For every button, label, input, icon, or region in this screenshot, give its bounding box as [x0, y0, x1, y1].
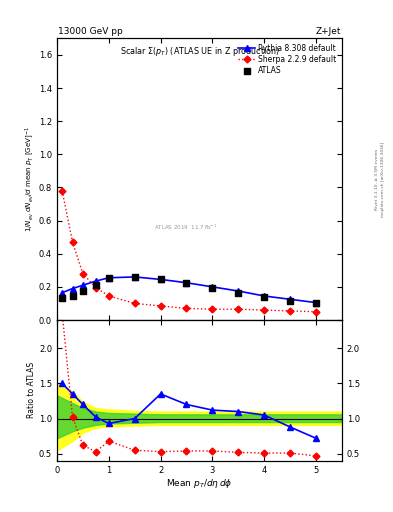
Text: Scalar $\Sigma(p_T)$ (ATLAS UE in Z production): Scalar $\Sigma(p_T)$ (ATLAS UE in Z prod…: [119, 46, 279, 58]
Text: Rivet 3.1.10, ≥ 3.5M events: Rivet 3.1.10, ≥ 3.5M events: [375, 148, 379, 210]
Pythia 8.308 default: [132, 274, 137, 280]
Sherpa 2.2.9 default: [132, 301, 137, 307]
ATLAS: [70, 292, 76, 300]
ATLAS: [287, 297, 293, 305]
Text: mcplots.cern.ch [arXiv:1306.3436]: mcplots.cern.ch [arXiv:1306.3436]: [381, 142, 385, 217]
Sherpa 2.2.9 default: [288, 308, 292, 314]
Pythia 8.308 default: [94, 278, 98, 284]
Pythia 8.308 default: [70, 286, 75, 292]
Sherpa 2.2.9 default: [184, 305, 189, 311]
Legend: Pythia 8.308 default, Sherpa 2.2.9 default, ATLAS: Pythia 8.308 default, Sherpa 2.2.9 defau…: [237, 42, 338, 76]
Y-axis label: Ratio to ATLAS: Ratio to ATLAS: [27, 362, 36, 418]
Sherpa 2.2.9 default: [262, 307, 266, 313]
Text: ATLAS 2019  11.7 fb$^{-1}$: ATLAS 2019 11.7 fb$^{-1}$: [154, 222, 217, 232]
Pythia 8.308 default: [107, 274, 111, 281]
Line: Sherpa 2.2.9 default: Sherpa 2.2.9 default: [60, 188, 318, 314]
Pythia 8.308 default: [314, 300, 318, 306]
ATLAS: [235, 289, 241, 297]
Pythia 8.308 default: [236, 288, 241, 294]
Pythia 8.308 default: [158, 276, 163, 283]
Sherpa 2.2.9 default: [210, 306, 215, 312]
ATLAS: [93, 281, 99, 289]
Y-axis label: $1/N_{ev}$ $dN_{ev}/d$ mean $p_T$ [GeV]$^{-1}$: $1/N_{ev}$ $dN_{ev}/d$ mean $p_T$ [GeV]$…: [23, 126, 36, 232]
X-axis label: Mean $p_T/d\eta\, d\phi$: Mean $p_T/d\eta\, d\phi$: [166, 477, 233, 490]
Sherpa 2.2.9 default: [60, 188, 64, 194]
Sherpa 2.2.9 default: [314, 309, 318, 315]
ATLAS: [132, 273, 138, 281]
ATLAS: [184, 279, 190, 287]
ATLAS: [313, 300, 319, 308]
Sherpa 2.2.9 default: [94, 285, 98, 291]
Line: Pythia 8.308 default: Pythia 8.308 default: [59, 274, 319, 305]
Text: 13000 GeV pp: 13000 GeV pp: [58, 27, 123, 36]
Pythia 8.308 default: [60, 290, 64, 296]
ATLAS: [261, 293, 267, 301]
ATLAS: [59, 294, 65, 303]
ATLAS: [80, 287, 86, 295]
Sherpa 2.2.9 default: [107, 293, 111, 299]
Sherpa 2.2.9 default: [236, 306, 241, 312]
Pythia 8.308 default: [210, 284, 215, 290]
Pythia 8.308 default: [81, 282, 85, 288]
Pythia 8.308 default: [262, 293, 266, 299]
Text: Z+Jet: Z+Jet: [316, 27, 341, 36]
ATLAS: [209, 284, 215, 292]
Sherpa 2.2.9 default: [70, 239, 75, 245]
Pythia 8.308 default: [184, 280, 189, 286]
Pythia 8.308 default: [288, 296, 292, 303]
Sherpa 2.2.9 default: [81, 270, 85, 276]
Sherpa 2.2.9 default: [158, 303, 163, 309]
ATLAS: [106, 273, 112, 282]
ATLAS: [158, 275, 164, 284]
